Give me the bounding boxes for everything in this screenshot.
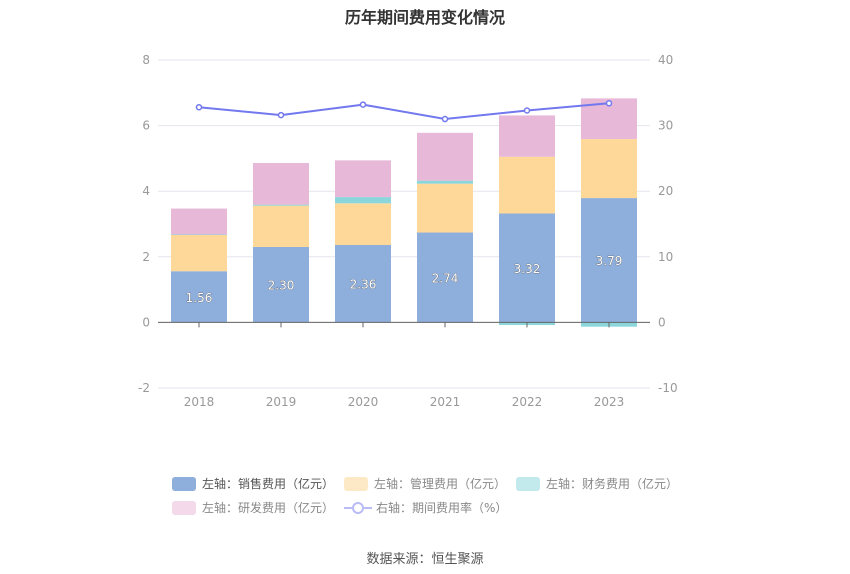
bar-segment bbox=[171, 234, 227, 272]
legend-label: 左轴：研发费用（亿元） bbox=[202, 501, 335, 515]
rate-point bbox=[195, 103, 203, 111]
legend-item[interactable]: 左轴：管理费用（亿元） bbox=[344, 475, 506, 492]
bar-segment bbox=[499, 156, 555, 214]
bar-segment bbox=[335, 197, 391, 204]
bar-segment bbox=[253, 162, 309, 205]
bar-segment bbox=[335, 244, 391, 323]
right-tick-label: 10 bbox=[658, 250, 673, 264]
bar-segment bbox=[499, 213, 555, 323]
rate-point bbox=[359, 101, 367, 108]
x-tick-label: 2022 bbox=[512, 395, 543, 409]
right-tick-label: -10 bbox=[658, 381, 678, 395]
bar-segment bbox=[253, 204, 309, 206]
legend-swatch bbox=[516, 476, 540, 491]
legend-label: 左轴：管理费用（亿元） bbox=[374, 477, 507, 491]
bar-data-label: 3.32 bbox=[514, 262, 541, 276]
x-tick-label: 2023 bbox=[594, 395, 625, 409]
right-tick-label: 40 bbox=[658, 53, 673, 67]
rate-point bbox=[441, 115, 449, 123]
right-tick-label: 20 bbox=[658, 184, 673, 198]
legend-label: 左轴：销售费用（亿元） bbox=[202, 477, 335, 491]
x-tick-label: 2018 bbox=[184, 395, 215, 409]
legend-item[interactable]: 左轴：销售费用（亿元） bbox=[172, 475, 334, 492]
rate-point bbox=[605, 100, 613, 107]
left-tick-label: 6 bbox=[142, 119, 150, 133]
bar-segment bbox=[335, 160, 391, 198]
bar-segment bbox=[417, 132, 473, 181]
legend-item[interactable]: 左轴：研发费用（亿元） bbox=[172, 499, 334, 516]
right-tick-label: 0 bbox=[658, 315, 666, 329]
bar-segment bbox=[171, 271, 227, 323]
bar-data-label: 2.74 bbox=[432, 271, 459, 285]
chart-title: 历年期间费用变化情况 bbox=[344, 8, 505, 27]
legend-item[interactable]: 左轴：财务费用（亿元） bbox=[516, 475, 678, 492]
legend-swatch bbox=[172, 500, 196, 515]
bar-data-label: 2.30 bbox=[268, 279, 295, 293]
bar-segment bbox=[253, 205, 309, 247]
legend-swatch bbox=[344, 476, 368, 491]
x-tick-label: 2020 bbox=[348, 395, 379, 409]
bar-segment bbox=[335, 203, 391, 245]
legend-label: 右轴：期间费用率（%） bbox=[376, 501, 508, 515]
bar-segment bbox=[171, 208, 227, 235]
legend-swatch bbox=[172, 476, 196, 491]
bar-segment bbox=[581, 139, 637, 199]
rate-line bbox=[198, 102, 610, 121]
bar-data-label: 1.56 bbox=[186, 291, 213, 305]
data-source: 数据来源：恒生聚源 bbox=[366, 552, 484, 567]
rate-point bbox=[277, 111, 285, 119]
line-marker-icon bbox=[344, 501, 372, 515]
left-tick-label: 0 bbox=[142, 315, 150, 329]
left-tick-label: 8 bbox=[142, 53, 150, 67]
bar-data-label: 3.79 bbox=[596, 254, 623, 268]
bar-segment bbox=[417, 232, 473, 323]
bar-segment bbox=[581, 198, 637, 323]
right-tick-label: 30 bbox=[658, 119, 673, 133]
bar-segment bbox=[253, 246, 309, 323]
bar-segment bbox=[499, 115, 555, 157]
legend-label: 左轴：财务费用（亿元） bbox=[546, 477, 679, 491]
left-tick-label: 2 bbox=[142, 250, 150, 264]
x-tick-label: 2019 bbox=[266, 395, 297, 409]
bar-segment bbox=[171, 234, 227, 235]
legend-item[interactable]: 右轴：期间费用率（%） bbox=[344, 499, 507, 516]
left-tick-label: 4 bbox=[142, 184, 150, 198]
left-tick-label: -2 bbox=[138, 381, 150, 395]
bar-segment bbox=[417, 183, 473, 233]
rate-point bbox=[523, 107, 531, 114]
bar-segment bbox=[417, 180, 473, 184]
bar-data-label: 2.36 bbox=[350, 278, 377, 292]
x-tick-label: 2021 bbox=[430, 395, 461, 409]
